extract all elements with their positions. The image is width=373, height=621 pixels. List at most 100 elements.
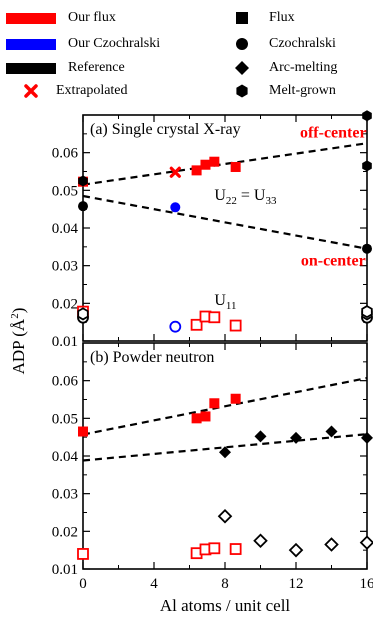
legend-item-czochralski: Czochralski [235, 35, 336, 53]
annotation: U22 = U33 [214, 187, 277, 207]
annotation: U11 [214, 292, 236, 312]
y-tick-label: 0.03 [52, 487, 78, 503]
annotation-subscript: 33 [265, 195, 277, 207]
annotation-text: = U [237, 187, 266, 204]
legend-label-czochralski: Czochralski [269, 36, 336, 51]
x-tick-label: 12 [289, 576, 304, 592]
x-tick-label: 8 [221, 576, 229, 592]
legend-label-our-czochralski: Our Czochralski [68, 36, 161, 51]
circle-marker [78, 201, 88, 212]
cross-icon [24, 84, 38, 98]
circle-marker [169, 320, 182, 333]
annotation-subscript: 22 [226, 195, 237, 207]
legend-label-arc-melting: Arc-melting [269, 60, 338, 75]
hexagon-marker [78, 175, 88, 187]
y-tick-label: 0.03 [52, 259, 78, 275]
legend-item-extrapolated: Extrapolated [24, 82, 128, 100]
legend-label-melt-grown: Melt-grown [269, 83, 336, 98]
hexagon-marker [362, 110, 372, 122]
annotation: on-center [301, 253, 366, 270]
hexagon-marker [361, 305, 373, 319]
legend: Our flux Our Czochralski Reference Extra… [0, 0, 373, 108]
legend-label-our-flux: Our flux [68, 10, 116, 25]
y-tick-label: 0.06 [52, 374, 79, 390]
annotation: off-center [300, 125, 367, 142]
y-axis-label: ADP (Å2) [9, 308, 28, 375]
y-tick-label: 0.02 [52, 296, 78, 312]
legend-label-extrapolated: Extrapolated [56, 83, 128, 98]
annotation-subscript: 11 [226, 300, 237, 312]
diamond-marker [254, 430, 267, 443]
square-marker [200, 411, 211, 422]
legend-swatch-blue [6, 38, 56, 50]
hexagon-marker [77, 307, 89, 321]
diamond-marker [219, 446, 231, 459]
square-icon [236, 12, 248, 24]
square-marker [208, 311, 221, 324]
y-tick-label: 0.04 [52, 221, 79, 237]
diamond-marker [361, 431, 373, 444]
square-marker [77, 548, 89, 560]
annotation-text: U [214, 292, 226, 309]
panel-a: 0.01 0.02 0.03 0.04 0.05 0.06 (a) Single cryst… [52, 110, 373, 350]
hexagon-marker [362, 160, 372, 172]
square-marker [229, 543, 242, 555]
diamond-marker [324, 537, 339, 552]
circle-icon [236, 38, 248, 50]
legend-item-our-flux: Our flux [6, 9, 116, 27]
diamond-marker [253, 533, 268, 549]
y-axis-label-text: ADP (Å [9, 318, 28, 374]
x-tick-label: 0 [79, 576, 87, 592]
square-marker [209, 398, 220, 409]
square-marker [200, 159, 211, 170]
annotation-text: off-center [300, 125, 367, 142]
panel-b: 0 4 8 12 16 0.01 0.02 0.03 0.04 0.05 0.06 (b) Powde… [52, 342, 373, 615]
annotation-text: on-center [301, 253, 366, 270]
diamond-marker [325, 425, 338, 438]
legend-label-reference: Reference [68, 60, 125, 75]
diamond-marker [217, 508, 233, 524]
hexagon-icon [236, 84, 248, 98]
square-marker [229, 319, 242, 332]
square-marker [190, 318, 203, 331]
square-marker [191, 165, 202, 176]
y-tick-label: 0.01 [52, 562, 78, 578]
y-axis-label-superscript: 2 [9, 313, 21, 319]
diamond-marker [290, 431, 302, 444]
y-tick-label: 0.06 [52, 146, 79, 162]
square-marker [230, 161, 241, 172]
square-marker [208, 542, 221, 555]
legend-item-arc-melting: Arc-melting [235, 59, 337, 77]
y-tick-label: 0.05 [52, 411, 78, 427]
square-marker [230, 393, 241, 404]
legend-item-reference: Reference [6, 59, 125, 77]
legend-item-melt-grown: Melt-grown [235, 82, 336, 100]
square-marker [191, 413, 202, 424]
legend-item-our-czochralski: Our Czochralski [6, 35, 160, 53]
y-axis-label-close: ) [9, 308, 28, 314]
fit-line [82, 194, 368, 250]
legend-swatch-red [6, 12, 56, 24]
square-marker [78, 426, 88, 437]
y-tick-label: 0.02 [52, 524, 78, 540]
y-tick-label: 0.01 [52, 334, 78, 350]
panel-title: (b) Powder neutron [90, 349, 214, 366]
legend-swatch-black [6, 62, 56, 74]
fit-line [82, 376, 368, 436]
circle-marker [170, 202, 181, 213]
y-tick-label: 0.04 [52, 449, 79, 465]
annotation-text: U [214, 187, 226, 204]
circle-marker [362, 243, 372, 254]
panel-title: (a) Single crystal X-ray [90, 121, 241, 138]
x-tick-label: 16 [360, 576, 373, 592]
diamond-marker [288, 542, 304, 558]
legend-label-flux: Flux [269, 10, 295, 25]
x-tick-label: 4 [150, 576, 158, 592]
square-marker [209, 156, 220, 167]
legend-item-flux: Flux [235, 9, 295, 27]
y-tick-label: 0.05 [52, 183, 78, 199]
x-axis-label: Al atoms / unit cell [160, 596, 291, 615]
fit-line [82, 142, 368, 186]
diamond-icon [235, 61, 249, 75]
